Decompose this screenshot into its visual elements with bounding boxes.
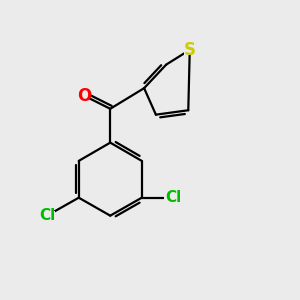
- FancyBboxPatch shape: [164, 193, 182, 202]
- Text: Cl: Cl: [165, 190, 181, 205]
- Text: Cl: Cl: [39, 208, 55, 223]
- Text: S: S: [184, 41, 196, 59]
- FancyBboxPatch shape: [78, 91, 89, 100]
- FancyBboxPatch shape: [38, 211, 56, 220]
- Text: O: O: [76, 86, 91, 104]
- FancyBboxPatch shape: [184, 45, 196, 55]
